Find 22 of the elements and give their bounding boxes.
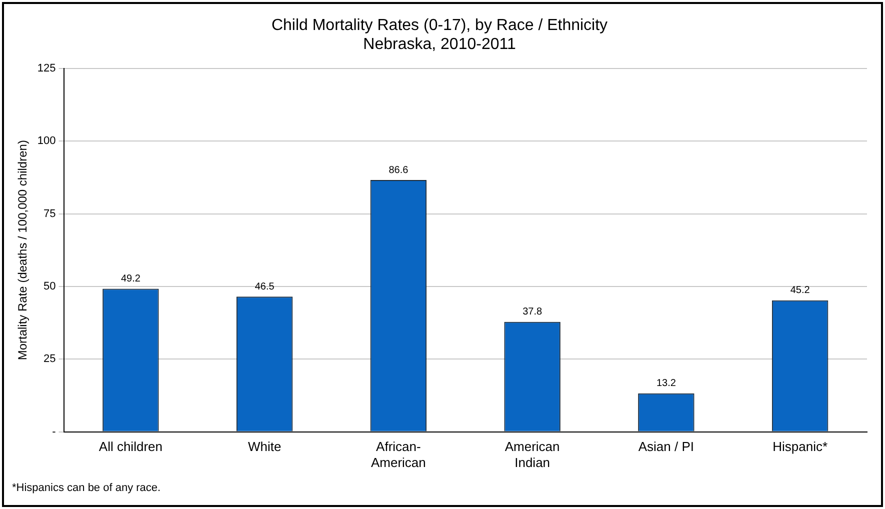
y-tick-label: - — [52, 426, 56, 438]
y-axis-title: Mortality Rate (deaths / 100,000 children) — [16, 140, 30, 360]
x-tick-label: American Indian — [504, 439, 560, 470]
text: *Hispanics can be of any race. — [12, 482, 161, 494]
x-tick-label: All children — [98, 439, 162, 454]
x-tick-label: Asian / PI — [638, 439, 694, 454]
y-tick-label: 125 — [37, 62, 56, 74]
x-tick-label: White — [248, 439, 282, 454]
y-tick-label: 75 — [44, 208, 56, 220]
data-label: 46.5 — [254, 281, 275, 292]
x-tick-label: African-American — [370, 439, 426, 470]
data-label: 86.6 — [388, 164, 409, 176]
chart-subtitle: Nebraska, 2010-2011 — [363, 36, 516, 54]
y-tick-label: 100 — [37, 135, 56, 148]
data-label: 37.8 — [522, 306, 542, 318]
data-label: 45.2 — [790, 285, 810, 296]
data-label: 49.2 — [120, 274, 141, 285]
x-tick-label: Hispanic* — [772, 439, 828, 454]
data-label: 13.2 — [656, 378, 676, 390]
chart-title: Child Mortality Rates (0-17), by Race / Ethnicity — [271, 17, 608, 34]
y-tick-label: 25 — [44, 353, 56, 366]
y-tick-label: 50 — [44, 280, 56, 292]
